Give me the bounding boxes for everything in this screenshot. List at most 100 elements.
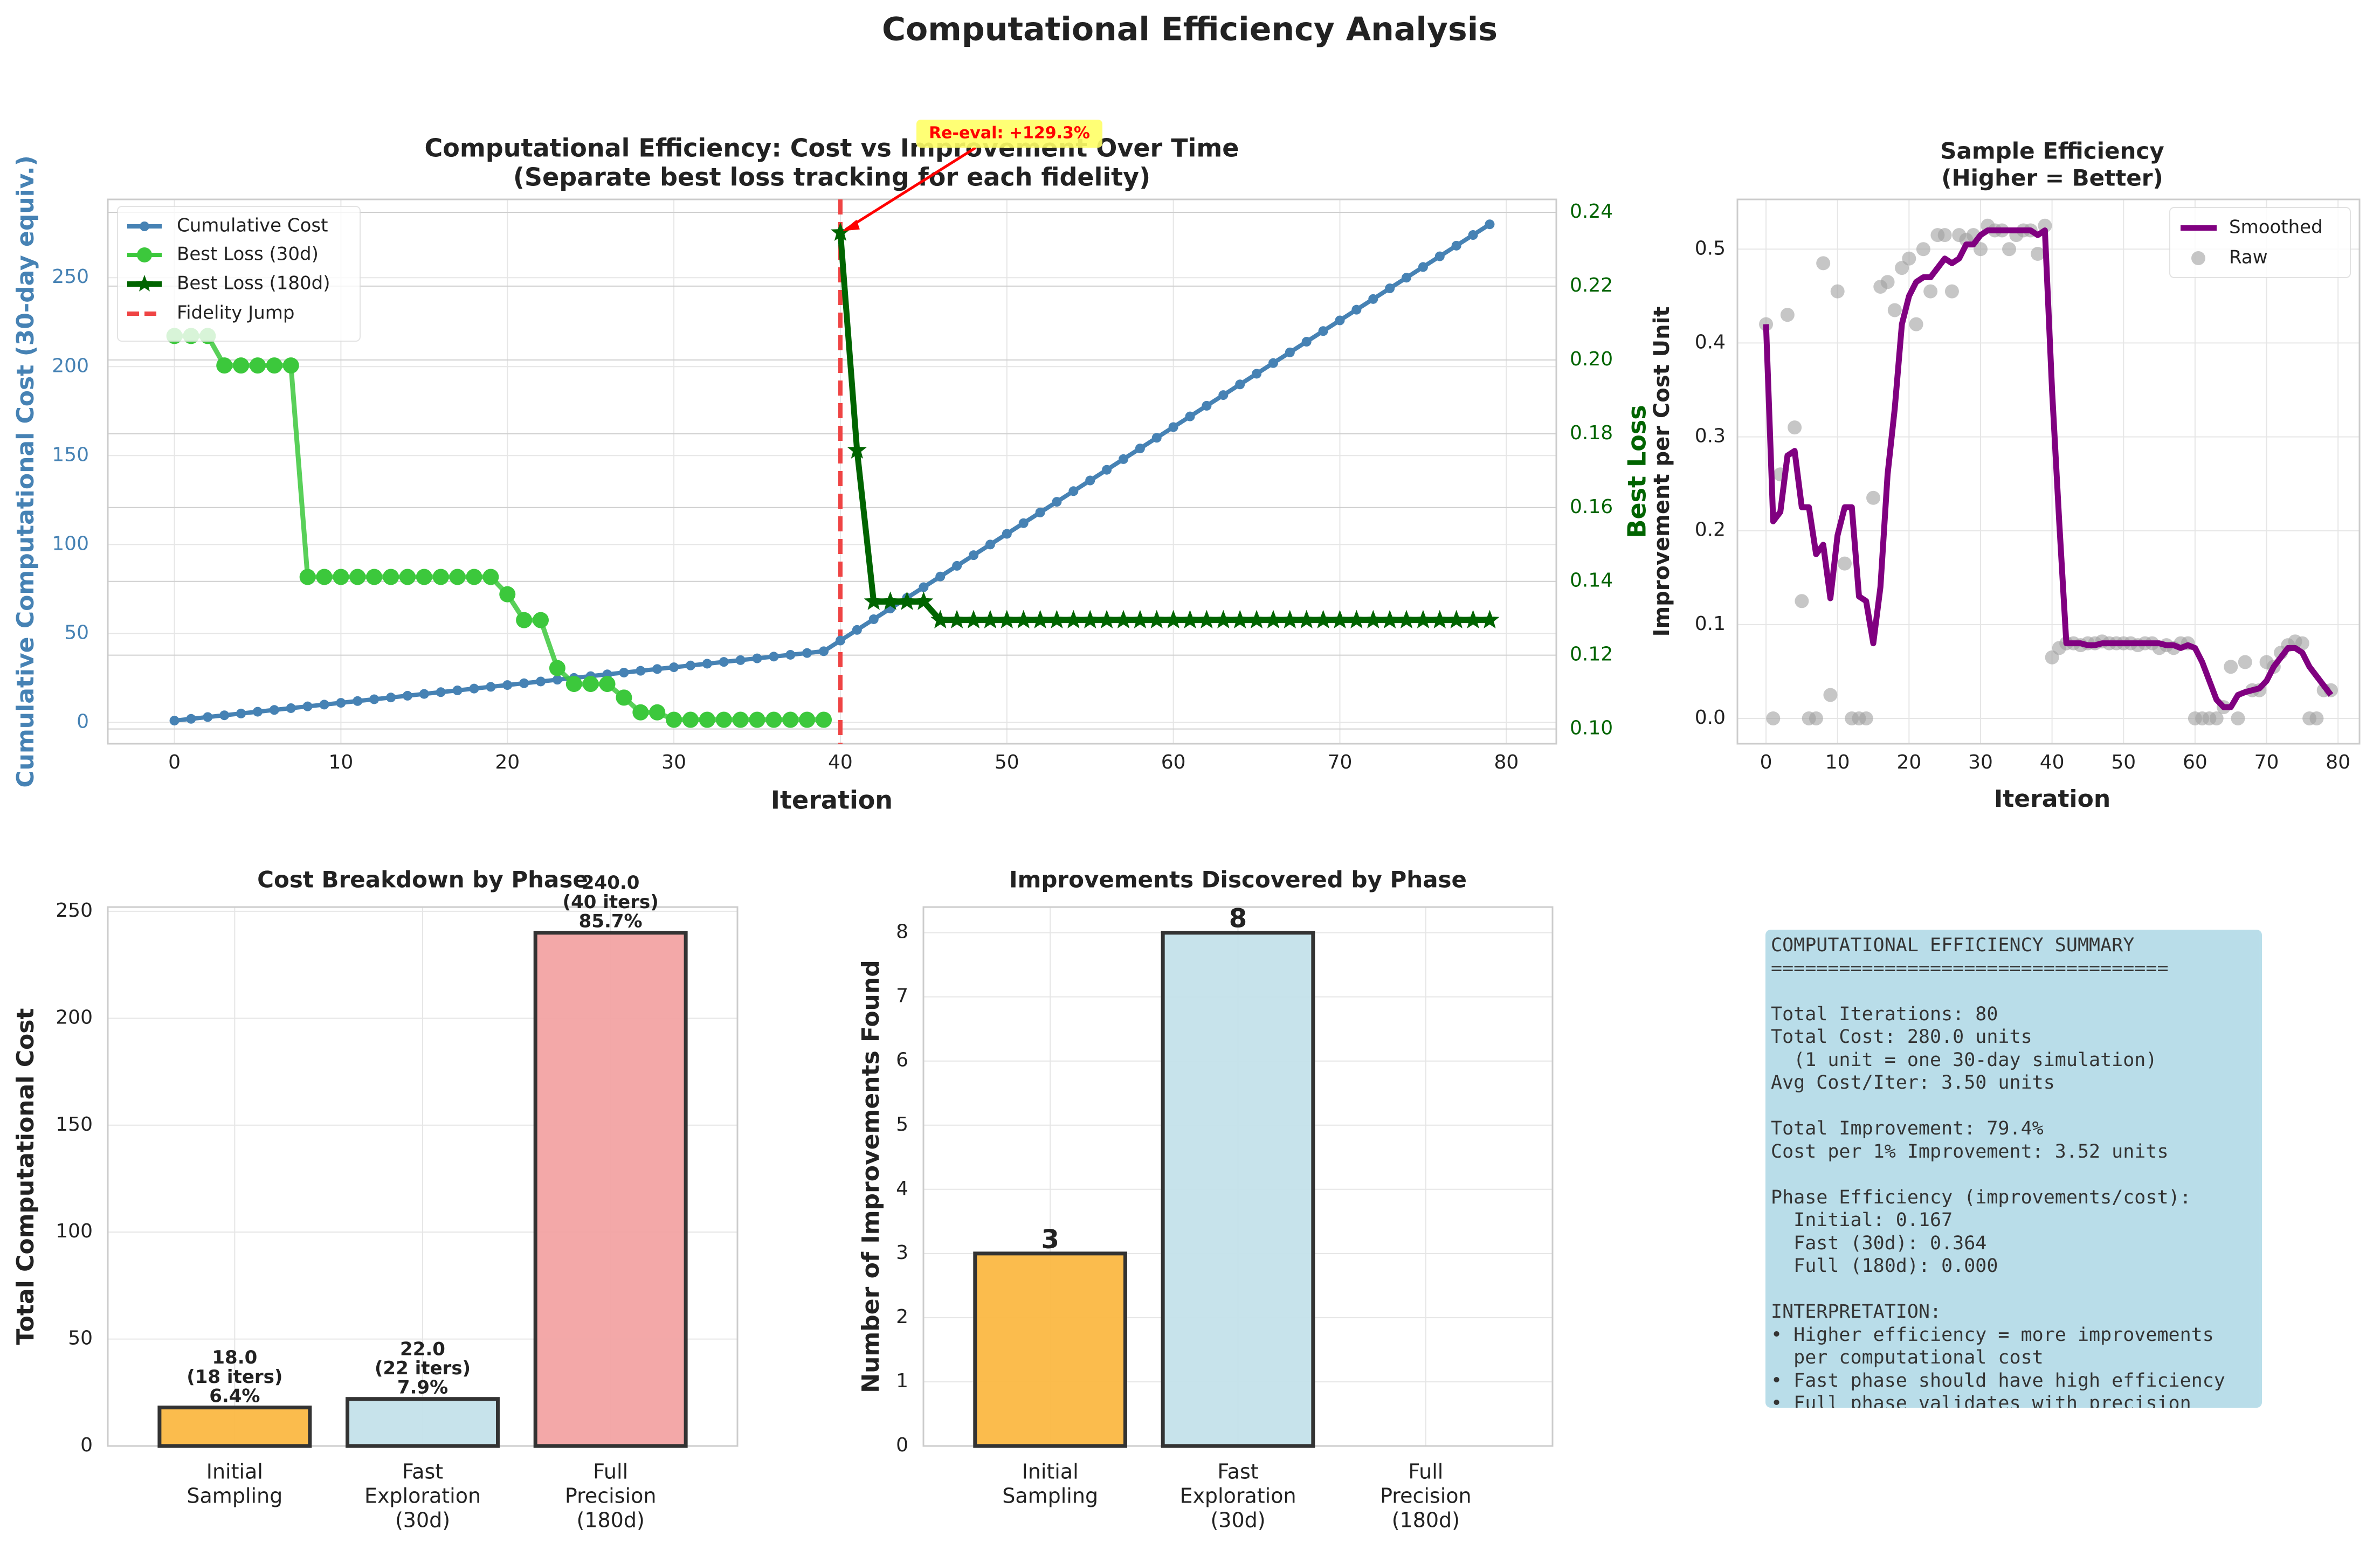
cumulative-cost-point bbox=[336, 698, 346, 708]
cumulative-cost-point bbox=[1385, 283, 1395, 294]
best-loss-30d-point bbox=[715, 711, 732, 728]
summary-line: Phase Efficiency (improvements/cost): bbox=[1771, 1186, 2191, 1208]
best-loss-180d-point bbox=[1197, 610, 1217, 628]
cumulative-cost-point bbox=[669, 662, 679, 673]
bar-value-label: 3 bbox=[1041, 1224, 1059, 1255]
x-tick-label: Precision bbox=[565, 1484, 657, 1508]
raw-point bbox=[1780, 308, 1795, 322]
x-tick-label: 0 bbox=[1760, 751, 1772, 773]
y-right-tick-label: 0.12 bbox=[1570, 643, 1613, 666]
cumulative-cost-point bbox=[1118, 454, 1128, 464]
raw-point bbox=[1902, 251, 1916, 266]
summary-line: Total Iterations: 80 bbox=[1771, 1003, 1998, 1025]
cumulative-cost-point bbox=[636, 666, 646, 676]
cumulative-cost-point bbox=[203, 712, 213, 722]
cumulative-cost-point bbox=[353, 696, 363, 706]
y-right-tick-label: 0.24 bbox=[1570, 200, 1613, 223]
best-loss-30d-point bbox=[316, 569, 333, 585]
x-tick-label: (30d) bbox=[1210, 1509, 1265, 1532]
raw-point bbox=[1823, 688, 1838, 702]
raw-point bbox=[1880, 275, 1895, 289]
summary-line: per computational cost bbox=[1771, 1347, 2044, 1368]
bar-value-label: 240.0 bbox=[582, 872, 640, 894]
bar bbox=[973, 1251, 1127, 1448]
legend-frame bbox=[2169, 207, 2351, 278]
plot-frame bbox=[107, 198, 1557, 745]
cumulative-cost-point bbox=[1052, 497, 1062, 507]
smoothed-line bbox=[1763, 227, 2334, 710]
raw-point bbox=[1909, 317, 1923, 331]
y-left-tick-label: 50 bbox=[64, 621, 89, 643]
best-loss-180d-point bbox=[1180, 610, 1200, 628]
cumulative-cost-point bbox=[436, 687, 446, 697]
legend-label: Fidelity Jump bbox=[177, 302, 294, 324]
best-loss-180d-point bbox=[1263, 610, 1283, 628]
cumulative-cost-point bbox=[1035, 507, 1045, 517]
cumulative-cost-point bbox=[369, 694, 380, 704]
best-loss-180d-point bbox=[1347, 610, 1367, 628]
cumulative-cost-point bbox=[1185, 411, 1195, 421]
cumulative-cost-line bbox=[174, 222, 1491, 723]
y-tick-label: 200 bbox=[56, 1006, 93, 1028]
best-loss-180d-point bbox=[1446, 610, 1466, 628]
raw-point bbox=[2231, 711, 2245, 725]
y-tick-label: 100 bbox=[56, 1220, 93, 1242]
raw-point bbox=[1866, 490, 1881, 505]
best-loss-180d-point bbox=[997, 610, 1017, 628]
x-tick-label: 40 bbox=[828, 751, 853, 773]
cumulative-cost-point bbox=[1085, 475, 1095, 486]
best-loss-30d-point bbox=[499, 586, 516, 603]
summary-line: Full (180d): 0.000 bbox=[1771, 1255, 1998, 1277]
cumulative-cost-point bbox=[1168, 422, 1178, 432]
cumulative-cost-point bbox=[402, 690, 412, 701]
sample-efficiency-panel: 0 10 20 30 40 50 60 70 80 0.0 0.1 0.2 0.3 0.4 0.5 Sampl… bbox=[1650, 138, 2361, 813]
best-loss-180d-point bbox=[964, 610, 984, 628]
best-loss-30d-point bbox=[782, 711, 799, 728]
raw-point bbox=[1830, 284, 1845, 299]
x-tick-label: 70 bbox=[2254, 751, 2279, 773]
bar bbox=[157, 1406, 312, 1448]
best-loss-180d-point bbox=[864, 591, 884, 610]
x-tick-label: 50 bbox=[995, 751, 1019, 773]
best-loss-30d-point bbox=[666, 711, 682, 728]
y-axis-label: Total Computational Cost bbox=[12, 1008, 39, 1345]
best-loss-30d-point bbox=[732, 711, 749, 728]
x-tick-label: Fast bbox=[402, 1460, 443, 1484]
y-tick-label: 3 bbox=[896, 1242, 908, 1264]
cumulative-cost-point bbox=[1418, 262, 1428, 272]
cumulative-cost-point bbox=[319, 700, 329, 710]
cumulative-cost-point bbox=[552, 675, 562, 685]
cumulative-cost-point bbox=[269, 705, 279, 715]
y-left-tick-label: 100 bbox=[52, 532, 89, 555]
annotation-box bbox=[916, 120, 1102, 148]
cumulative-cost-point bbox=[502, 680, 513, 690]
cumulative-cost-point bbox=[1285, 347, 1295, 357]
best-loss-180d-point bbox=[880, 591, 900, 610]
y-right-tick-label: 0.14 bbox=[1570, 570, 1613, 592]
cumulative-cost-point bbox=[1135, 444, 1145, 454]
x-tick-label: Exploration bbox=[1179, 1484, 1296, 1508]
x-tick-label: 0 bbox=[168, 751, 181, 773]
y-left-tick-label: 200 bbox=[52, 355, 89, 377]
cumulative-cost-point bbox=[735, 655, 746, 665]
y-tick-label: 4 bbox=[896, 1178, 908, 1200]
raw-point bbox=[1887, 303, 1902, 317]
x-tick-label: 80 bbox=[2326, 751, 2350, 773]
best-loss-180d-point bbox=[1064, 610, 1084, 628]
cumulative-cost-point bbox=[1218, 390, 1229, 400]
best-loss-180d-point bbox=[980, 610, 1000, 628]
cumulative-cost-point bbox=[452, 685, 463, 695]
raw-point bbox=[2031, 247, 2045, 261]
best-loss-180d-point bbox=[1430, 610, 1450, 628]
y-axis-label: Number of Improvements Found bbox=[857, 960, 885, 1393]
best-loss-30d-point bbox=[616, 689, 632, 706]
cumulative-cost-point bbox=[1485, 219, 1495, 230]
bar-value-label: 22.0 bbox=[400, 1338, 445, 1360]
cumulative-cost-point bbox=[1402, 273, 1412, 283]
best-loss-30d-point bbox=[699, 711, 715, 728]
cumulative-cost-point bbox=[169, 716, 180, 726]
y-tick-label: 1 bbox=[896, 1370, 908, 1392]
best-loss-30d-point bbox=[399, 569, 416, 585]
best-loss-30d-point bbox=[799, 711, 816, 728]
cumulative-cost-point bbox=[1318, 326, 1328, 336]
